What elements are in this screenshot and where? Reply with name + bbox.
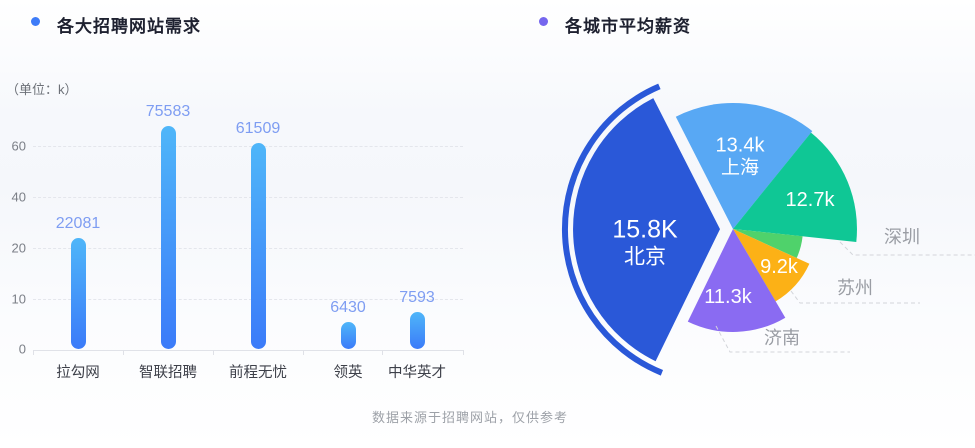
pie-inner-label-苏州: 9.2k: [760, 256, 798, 278]
data-source-note: 数据来源于招聘网站，仅供参考: [371, 410, 568, 425]
pie-leader-line-济南: [715, 325, 850, 353]
pie-slice-small[interactable]: [733, 229, 803, 258]
bar-领英[interactable]: [340, 322, 356, 349]
pie-outside-label-济南: 济南: [764, 328, 800, 348]
x-axis-tick: [213, 350, 214, 355]
x-axis-line: [33, 350, 463, 351]
pie-panel-bullet-icon: [539, 17, 548, 26]
pie-slice-济南[interactable]: [687, 229, 786, 333]
bar-前程无忧[interactable]: [250, 143, 266, 349]
bar-chart-unit-label: （单位：k）: [6, 82, 78, 97]
pie-leader-line-深圳: [839, 241, 975, 256]
y-axis-tick-label: 0: [18, 341, 26, 357]
pie-inner-label-北京: 15.8K 北京: [612, 215, 678, 269]
bar-chart-title: 各大招聘网站需求: [57, 17, 201, 36]
x-axis-category-label: 智联招聘: [139, 365, 197, 381]
bar-智联招聘[interactable]: [160, 126, 176, 349]
pie-inner-label-济南: 11.3k: [704, 286, 752, 308]
x-axis-category-label: 拉勾网: [56, 365, 100, 381]
y-axis-tick-label: 10: [11, 291, 26, 307]
bar-value-label: 75583: [145, 103, 191, 120]
x-axis-category-label: 中华英才: [388, 365, 446, 381]
x-axis-tick: [123, 350, 124, 355]
pie-slice-苏州[interactable]: [733, 229, 810, 302]
bar-value-label: 7593: [399, 289, 435, 306]
y-axis-tick-label: 20: [11, 240, 26, 256]
gridline: [33, 146, 463, 147]
bar-value-label: 22081: [55, 215, 101, 232]
pie-slice-深圳[interactable]: [733, 132, 857, 242]
bar-panel-bullet-icon: [31, 17, 40, 26]
pie-outside-label-苏州: 苏州: [837, 278, 873, 298]
pie-leader-line-苏州: [790, 290, 920, 304]
pie-slice-上海[interactable]: [675, 102, 813, 229]
bar-拉勾网[interactable]: [70, 238, 86, 349]
pie-chart: [561, 83, 975, 376]
x-axis-tick: [303, 350, 304, 355]
pie-chart-title: 各城市平均薪资: [565, 17, 691, 36]
pie-halo-arc: [561, 83, 664, 376]
x-axis-category-label: 前程无忧: [229, 365, 287, 381]
pie-inner-label-深圳: 12.7k: [785, 189, 835, 211]
pie-slice-北京[interactable]: [573, 98, 720, 362]
gridline: [33, 299, 463, 300]
x-axis-category-label: 领英: [333, 365, 363, 381]
x-axis-tick: [33, 350, 34, 355]
gridline: [33, 197, 463, 198]
gridline: [33, 248, 463, 249]
pie-inner-label-上海: 13.4k 上海: [715, 134, 765, 179]
x-axis-tick: [382, 350, 383, 355]
y-axis-tick-label: 40: [11, 189, 26, 205]
bar-value-label: 61509: [235, 120, 281, 137]
bar-中华英才[interactable]: [409, 312, 425, 349]
x-axis-tick: [463, 350, 464, 355]
bar-value-label: 6430: [330, 299, 366, 316]
pie-outside-label-深圳: 深圳: [884, 227, 920, 247]
y-axis-tick-label: 60: [11, 138, 26, 154]
